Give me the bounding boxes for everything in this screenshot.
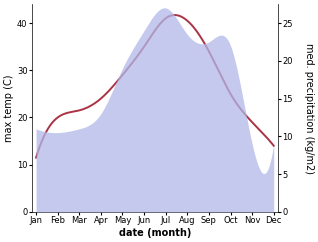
Y-axis label: med. precipitation (kg/m2): med. precipitation (kg/m2) [304, 43, 314, 174]
X-axis label: date (month): date (month) [119, 228, 191, 238]
Y-axis label: max temp (C): max temp (C) [4, 74, 14, 142]
